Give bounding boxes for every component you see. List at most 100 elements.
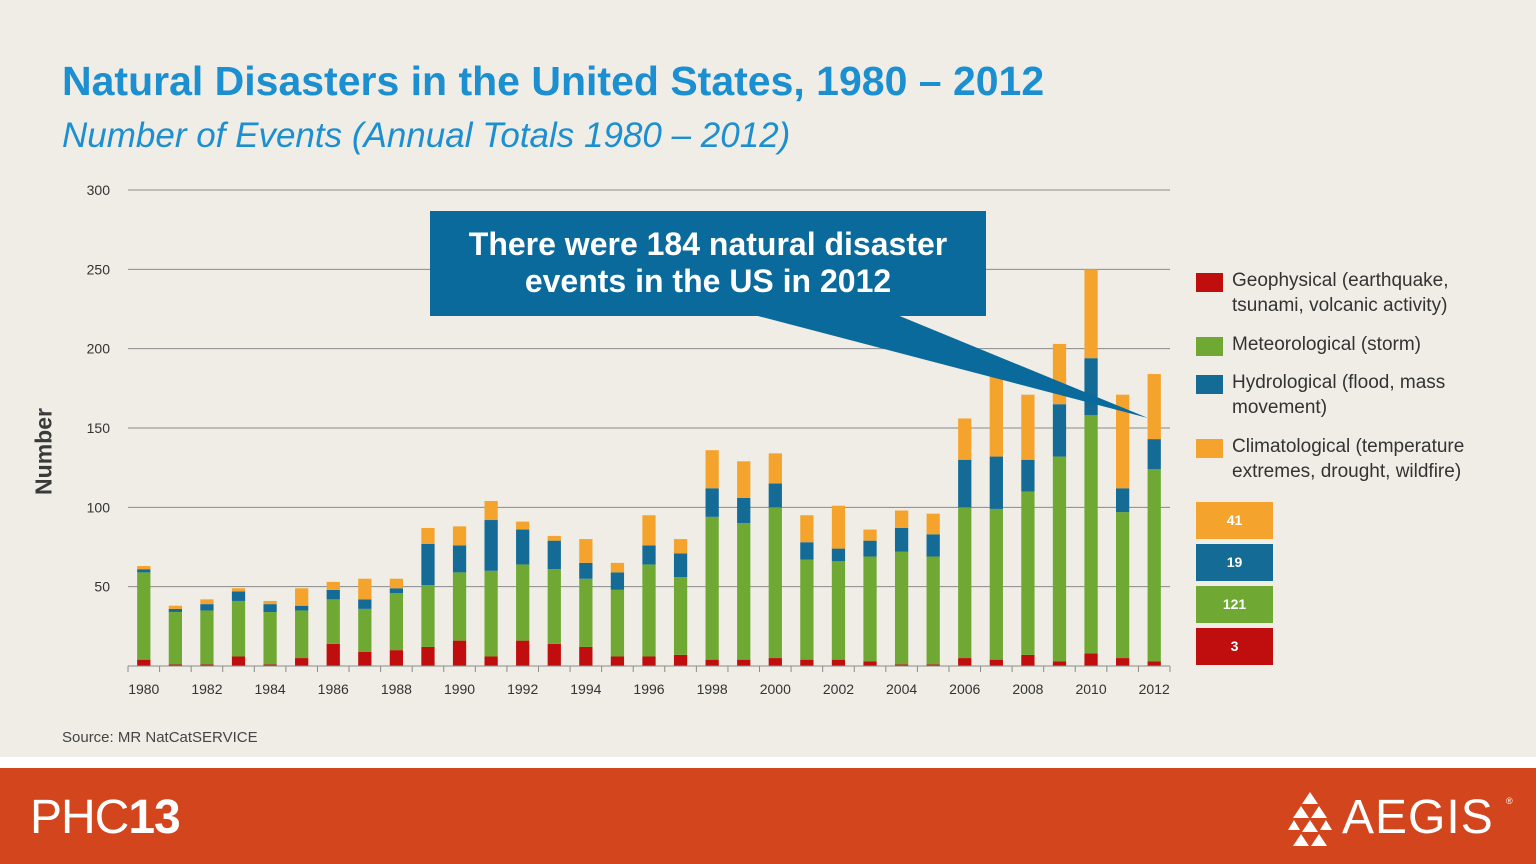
phc-logo: PHC13	[30, 790, 181, 845]
callout-text: There were 184 natural disaster events i…	[468, 226, 948, 299]
bar-segment-geophysical-1988	[389, 650, 404, 666]
x-tick-label: 2010	[1075, 681, 1106, 697]
bar-segment-geophysical-1980	[137, 659, 151, 666]
phc-logo-light: PHC	[30, 791, 129, 844]
legend-swatch-hydrological	[1196, 375, 1223, 394]
bar-segment-climatological-2003	[863, 529, 877, 541]
bar-segment-meteorological-1988	[389, 593, 404, 651]
bar-segment-hydrological-1998	[705, 488, 719, 517]
bar-segment-hydrological-1980	[137, 569, 151, 573]
bar-segment-geophysical-2006	[958, 658, 972, 666]
bar-segment-meteorological-1985	[295, 610, 309, 659]
bar-segment-hydrological-1992	[516, 529, 530, 565]
bar-segment-meteorological-2009	[1052, 456, 1067, 662]
bar-segment-climatological-1986	[326, 581, 340, 590]
value-box-hydrological: 19	[1196, 544, 1273, 581]
x-tick-label: 1998	[697, 681, 728, 697]
bar-segment-hydrological-1988	[389, 588, 404, 594]
bar-segment-hydrological-2000	[768, 483, 782, 508]
bar-segment-meteorological-2011	[1116, 512, 1130, 659]
x-tick-label: 1982	[191, 681, 222, 697]
value-box-climatological: 41	[1196, 502, 1273, 539]
bar-segment-meteorological-2002	[831, 561, 846, 660]
bar-segment-hydrological-1994	[579, 562, 593, 579]
phc-logo-bold: 13	[128, 791, 180, 844]
bar-segment-meteorological-1998	[705, 516, 719, 660]
bar-segment-geophysical-1985	[295, 658, 309, 666]
bar-segment-climatological-1980	[137, 566, 151, 570]
bar-segment-geophysical-1999	[737, 659, 751, 666]
bar-segment-climatological-1983	[231, 588, 246, 592]
bar-segment-geophysical-1997	[673, 654, 688, 666]
x-tick-label: 1984	[255, 681, 286, 697]
chart-title: Natural Disasters in the United States, …	[62, 58, 1045, 104]
bar-segment-meteorological-1992	[516, 564, 530, 641]
bar-segment-geophysical-2001	[800, 659, 814, 666]
bar-segment-hydrological-1995	[610, 572, 625, 590]
y-tick-label: 300	[87, 182, 111, 198]
bar-segment-geophysical-1984	[263, 664, 277, 666]
bar-segment-meteorological-1993	[547, 569, 561, 644]
bar-segment-geophysical-2003	[863, 661, 877, 666]
bar-segment-climatological-1984	[263, 600, 277, 605]
bar-segment-geophysical-1993	[547, 643, 561, 666]
bar-segment-hydrological-2011	[1116, 488, 1130, 513]
bar-segment-geophysical-1995	[610, 656, 625, 666]
bar-segment-meteorological-2006	[958, 507, 972, 659]
bar-segment-climatological-2011	[1116, 394, 1130, 489]
chart-subtitle: Number of Events (Annual Totals 1980 – 2…	[62, 116, 791, 155]
bar-segment-geophysical-2010	[1084, 653, 1098, 666]
bar-segment-meteorological-1981	[168, 612, 182, 665]
y-tick-label: 250	[87, 261, 111, 277]
bar-segment-meteorological-1990	[452, 572, 467, 641]
bar-segment-meteorological-1987	[358, 608, 372, 652]
bar-segment-hydrological-1996	[642, 545, 656, 565]
y-tick-label: 50	[94, 579, 110, 595]
legend-label-geophysical: Geophysical (earthquake, tsunami, volcan…	[1232, 270, 1449, 316]
bar-segment-meteorological-2000	[768, 507, 782, 659]
bar-segment-geophysical-2011	[1116, 658, 1130, 666]
bar-segment-hydrological-2005	[926, 534, 940, 557]
bar-segment-climatological-1995	[610, 562, 625, 573]
bar-segment-hydrological-2009	[1052, 404, 1067, 457]
bar-segment-hydrological-2010	[1084, 358, 1098, 416]
bar-segment-geophysical-2005	[926, 664, 940, 666]
bar-segment-climatological-1988	[389, 578, 404, 589]
bar-segment-climatological-1990	[452, 526, 467, 546]
x-tick-label: 2000	[760, 681, 791, 697]
x-tick-label: 1994	[570, 681, 601, 697]
bar-segment-hydrological-1984	[263, 604, 277, 613]
bar-segment-climatological-1994	[579, 539, 593, 563]
bar-segment-meteorological-1989	[421, 585, 435, 647]
x-tick-label: 2006	[949, 681, 980, 697]
bar-segment-meteorological-2005	[926, 556, 940, 665]
bar-segment-geophysical-1998	[705, 659, 719, 666]
bar-segment-climatological-2004	[894, 510, 909, 528]
bar-segment-geophysical-1981	[168, 664, 182, 666]
bar-segment-hydrological-2002	[831, 548, 846, 562]
bar-segment-climatological-1997	[673, 539, 688, 554]
bar-segment-hydrological-1991	[484, 520, 498, 571]
x-tick-label: 1988	[381, 681, 412, 697]
bar-segment-meteorological-1984	[263, 612, 277, 665]
x-tick-label: 1980	[128, 681, 159, 697]
callout-box	[430, 211, 986, 316]
aegis-registered-mark: ®	[1506, 796, 1513, 806]
bar-segment-hydrological-1989	[421, 543, 435, 586]
bar-segment-meteorological-1980	[137, 572, 151, 660]
legend-label-hydrological: Hydrological (flood, mass movement)	[1232, 372, 1446, 418]
bar-segment-hydrological-2006	[958, 459, 972, 508]
bar-segment-climatological-1985	[295, 588, 309, 606]
legend-swatch-geophysical	[1196, 273, 1223, 292]
footer-bar	[0, 768, 1536, 864]
bar-segment-hydrological-2007	[989, 456, 1003, 509]
aegis-logo-text: AEGIS	[1342, 791, 1494, 844]
bar-segment-geophysical-1982	[200, 664, 214, 666]
bar-segment-geophysical-2009	[1052, 661, 1067, 666]
bar-segment-climatological-2012	[1147, 374, 1161, 440]
bar-segment-meteorological-2003	[863, 556, 877, 662]
bar-segment-geophysical-2004	[894, 664, 909, 666]
footer-divider	[0, 757, 1536, 768]
x-tick-label: 2002	[823, 681, 854, 697]
bar-segment-geophysical-1990	[452, 640, 467, 666]
